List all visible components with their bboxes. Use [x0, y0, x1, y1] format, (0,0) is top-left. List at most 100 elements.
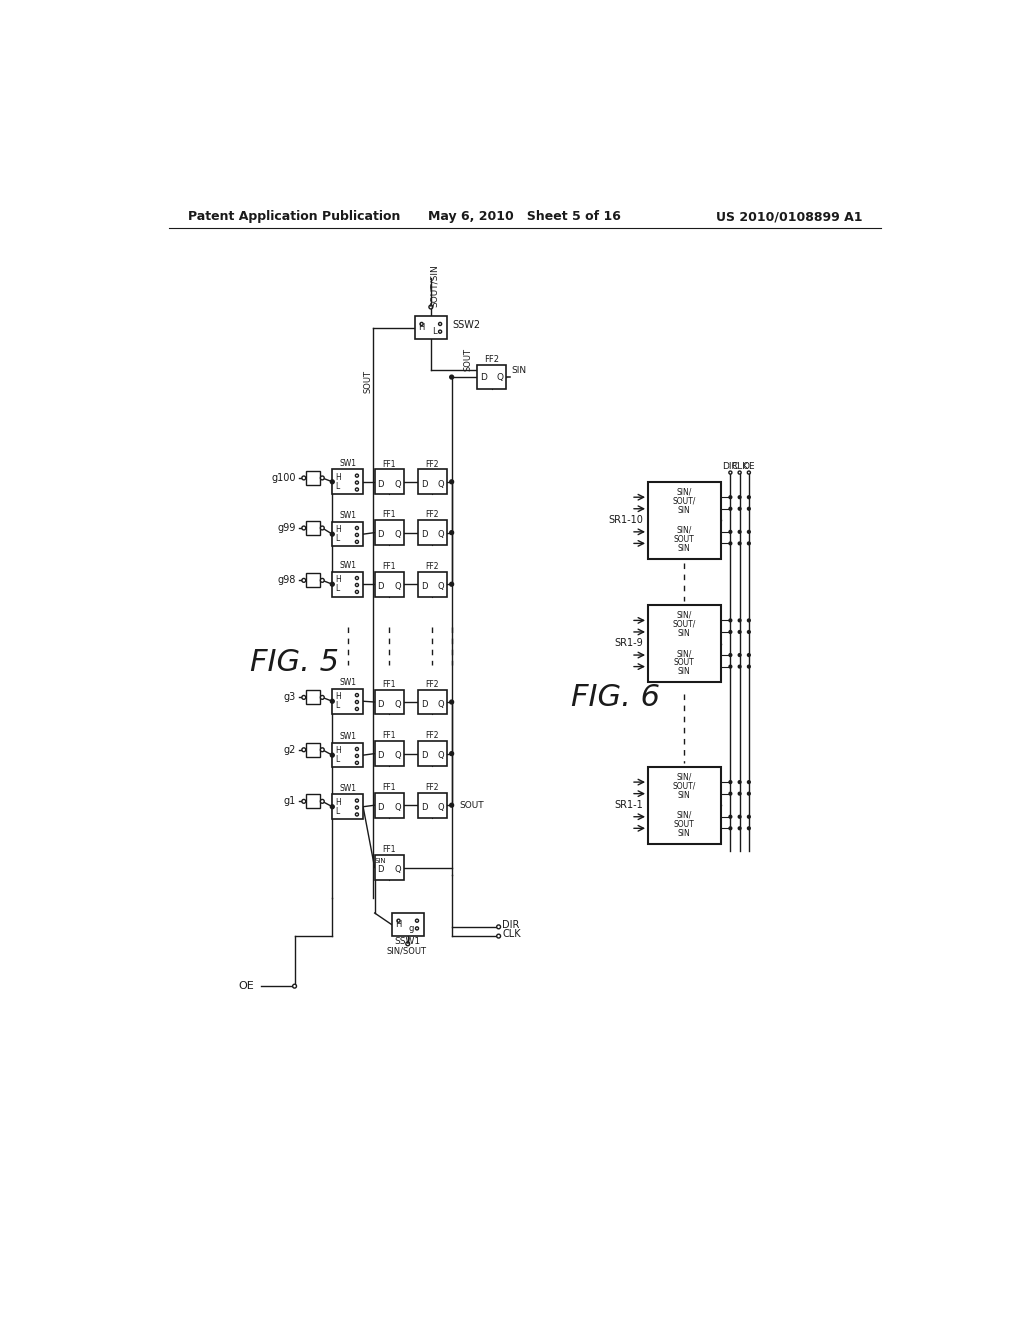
Circle shape [738, 507, 741, 510]
Text: SOUT/: SOUT/ [673, 496, 696, 506]
Text: H: H [335, 797, 341, 807]
Text: g1: g1 [284, 796, 296, 807]
Bar [418, 690, 447, 714]
Circle shape [355, 701, 358, 704]
Circle shape [321, 527, 325, 529]
Circle shape [429, 305, 433, 309]
Circle shape [355, 540, 358, 544]
Text: Q: Q [437, 751, 444, 760]
Bar [333, 743, 364, 767]
Circle shape [355, 708, 358, 710]
Circle shape [355, 747, 358, 751]
Text: SW1: SW1 [339, 784, 356, 793]
Bar [418, 572, 447, 597]
Circle shape [355, 577, 358, 579]
Text: SIN/SOUT: SIN/SOUT [387, 946, 427, 956]
Bar [418, 520, 447, 545]
Text: SOUT: SOUT [464, 348, 472, 371]
Bar [477, 364, 506, 389]
Bar [648, 605, 721, 682]
Text: D: D [421, 582, 427, 591]
Text: Q: Q [394, 751, 401, 760]
Circle shape [738, 665, 741, 668]
Circle shape [293, 985, 297, 989]
Bar [375, 572, 403, 597]
Bar [306, 690, 319, 705]
Circle shape [748, 543, 751, 545]
Text: SIN: SIN [678, 668, 690, 676]
Text: L: L [336, 585, 340, 593]
Circle shape [416, 927, 419, 929]
Circle shape [302, 527, 306, 529]
Circle shape [302, 696, 306, 700]
Circle shape [450, 804, 454, 807]
Text: FF2: FF2 [426, 562, 439, 572]
Text: SOUT/SIN: SOUT/SIN [430, 264, 439, 306]
Circle shape [321, 578, 325, 582]
Text: SOUT: SOUT [364, 370, 373, 393]
Text: SW1: SW1 [339, 459, 356, 467]
Circle shape [729, 496, 732, 499]
Text: OE: OE [238, 981, 254, 991]
Circle shape [355, 480, 358, 484]
Circle shape [738, 631, 741, 634]
Text: CLK: CLK [503, 929, 521, 939]
Text: SR1-9: SR1-9 [614, 639, 643, 648]
Circle shape [738, 471, 741, 474]
Circle shape [355, 527, 358, 529]
Text: g98: g98 [278, 576, 296, 585]
Circle shape [302, 800, 306, 804]
Circle shape [748, 496, 751, 499]
Text: Q: Q [437, 803, 444, 812]
Circle shape [729, 653, 732, 656]
Circle shape [748, 792, 751, 795]
Bar [306, 795, 319, 808]
Circle shape [729, 543, 732, 545]
Bar [306, 573, 319, 587]
Text: H: H [335, 692, 341, 701]
Text: FF1: FF1 [383, 562, 396, 572]
Text: SOUT: SOUT [674, 535, 694, 544]
Circle shape [738, 653, 741, 656]
Bar [375, 470, 403, 494]
Circle shape [321, 477, 325, 480]
Text: SSW1: SSW1 [394, 937, 420, 946]
Bar [648, 767, 721, 843]
Circle shape [738, 780, 741, 784]
Text: D: D [378, 582, 384, 591]
Text: D: D [421, 531, 427, 540]
Text: SR1-1: SR1-1 [614, 800, 643, 810]
Text: SIN: SIN [678, 544, 690, 553]
Text: SOUT: SOUT [460, 801, 484, 809]
Circle shape [748, 665, 751, 668]
Text: CLK: CLK [731, 462, 749, 471]
Text: DIR: DIR [503, 920, 520, 929]
Bar [648, 482, 721, 558]
Circle shape [729, 816, 732, 818]
Text: FIG. 5: FIG. 5 [250, 648, 339, 677]
Circle shape [450, 700, 454, 704]
Text: Q: Q [394, 700, 401, 709]
Text: FF2: FF2 [426, 680, 439, 689]
Text: D: D [421, 803, 427, 812]
Bar [306, 521, 319, 535]
Circle shape [738, 543, 741, 545]
Circle shape [729, 471, 732, 474]
Text: FF2: FF2 [484, 355, 499, 364]
Text: SIN/: SIN/ [677, 525, 692, 535]
Circle shape [748, 826, 751, 830]
Text: SIN: SIN [678, 829, 690, 838]
Circle shape [416, 919, 419, 923]
Text: D: D [378, 866, 384, 874]
Bar [375, 855, 403, 880]
Circle shape [450, 531, 454, 535]
Circle shape [302, 748, 306, 751]
Text: Q: Q [394, 866, 401, 874]
Circle shape [748, 653, 751, 656]
Bar [415, 317, 447, 339]
Text: g2: g2 [284, 744, 296, 755]
Circle shape [406, 942, 410, 945]
Text: Q: Q [394, 531, 401, 540]
Text: SR1-10: SR1-10 [608, 515, 643, 525]
Circle shape [748, 531, 751, 533]
